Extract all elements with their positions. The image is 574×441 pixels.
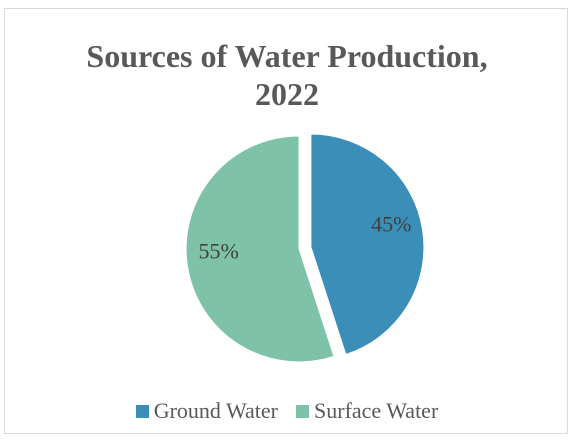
legend-swatch-surface-water: [296, 404, 310, 418]
chart-title: Sources of Water Production, 2022: [5, 37, 569, 113]
legend-item-surface-water: Surface Water: [296, 398, 438, 424]
legend: Ground Water Surface Water: [5, 398, 569, 424]
pie-slice-ground-water: [310, 133, 425, 356]
pie-slice-surface-water: [185, 135, 335, 363]
legend-label-ground-water: Ground Water: [153, 398, 279, 423]
chart-area: Sources of Water Production, 2022 45% 55%…: [4, 8, 568, 434]
legend-label-surface-water: Surface Water: [314, 398, 439, 423]
legend-swatch-ground-water: [135, 404, 149, 418]
legend-item-ground-water: Ground Water: [135, 398, 279, 424]
pie-chart: 45% 55%: [185, 133, 425, 363]
chart-title-line-2: 2022: [255, 76, 319, 112]
data-label-surface-water: 55%: [199, 239, 239, 264]
chart-title-line-1: Sources of Water Production,: [86, 38, 488, 74]
data-label-ground-water: 45%: [371, 211, 411, 236]
